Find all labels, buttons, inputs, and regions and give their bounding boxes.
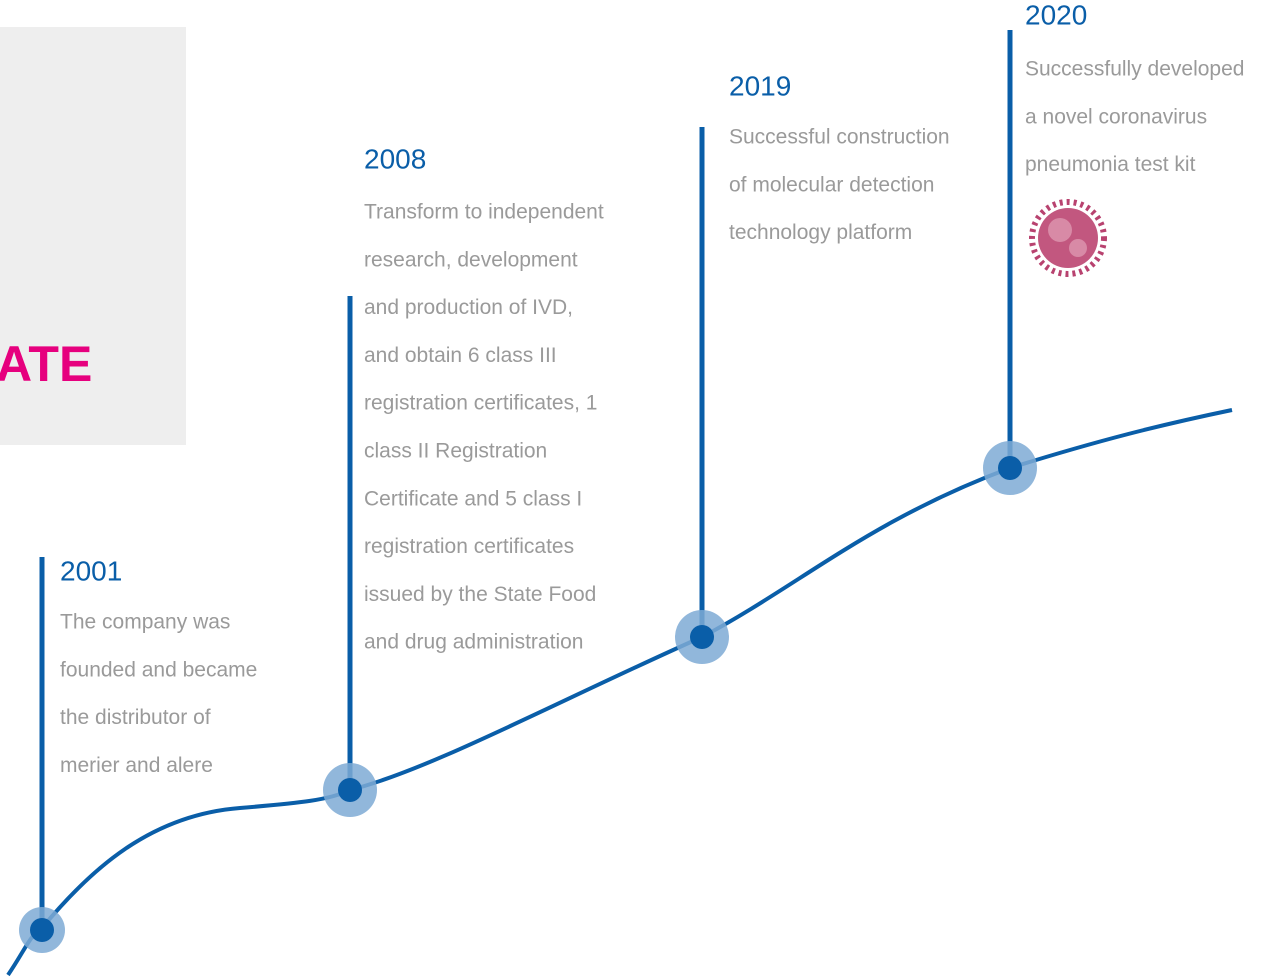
milestone-text: registration certificates: [364, 535, 574, 558]
milestone-text: Transform to independent: [364, 201, 604, 224]
milestone-text: technology platform: [729, 221, 912, 244]
milestone-text: merier and alere: [60, 754, 213, 777]
milestone-dot: [338, 778, 362, 802]
milestone-year: 2020: [1025, 0, 1087, 30]
milestone-dot: [30, 918, 54, 942]
timeline-page: ATE 2001 The company was founded and becam…: [0, 0, 1275, 977]
milestone-text: founded and became: [60, 658, 257, 681]
growth-curve: [8, 410, 1232, 975]
milestone-text: pneumonia test kit: [1025, 153, 1196, 176]
milestone-year: 2008: [364, 143, 426, 174]
milestone-year: 2001: [60, 555, 122, 586]
milestone-text: research, development: [364, 248, 578, 271]
milestone-text: the distributor of: [60, 706, 211, 729]
milestone-text: Certificate and 5 class I: [364, 487, 582, 510]
milestone-text: Successful construction: [729, 126, 950, 149]
side-title: ATE: [0, 336, 92, 392]
milestone-text: and drug administration: [364, 631, 583, 654]
virus-icon: [1032, 202, 1104, 274]
milestone-dot: [998, 456, 1022, 480]
milestone-text: class II Registration: [364, 440, 547, 463]
milestone-text: issued by the State Food: [364, 583, 596, 606]
milestone-text: and obtain 6 class III: [364, 344, 557, 367]
milestone-dot: [690, 625, 714, 649]
milestone-text: and production of IVD,: [364, 296, 573, 319]
milestone-text: of molecular detection: [729, 173, 934, 196]
milestone-text: The company was: [60, 611, 230, 634]
milestone-text: registration certificates, 1: [364, 392, 597, 415]
milestone-text: Successfully developed: [1025, 58, 1244, 81]
milestone-year: 2019: [729, 70, 791, 101]
milestone-text: a novel coronavirus: [1025, 105, 1207, 128]
